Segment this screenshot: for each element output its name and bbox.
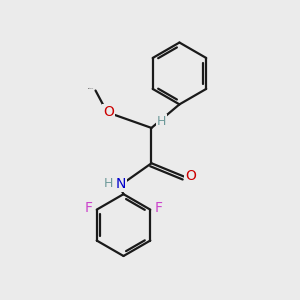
Text: N: N <box>116 177 126 191</box>
Text: O: O <box>103 105 114 119</box>
Text: H: H <box>157 115 166 128</box>
Text: methoxy: methoxy <box>90 85 96 87</box>
Text: F: F <box>85 201 92 215</box>
Text: F: F <box>154 201 163 215</box>
Text: O: O <box>185 169 196 184</box>
Text: H: H <box>103 177 113 190</box>
Text: methoxy: methoxy <box>88 88 94 89</box>
